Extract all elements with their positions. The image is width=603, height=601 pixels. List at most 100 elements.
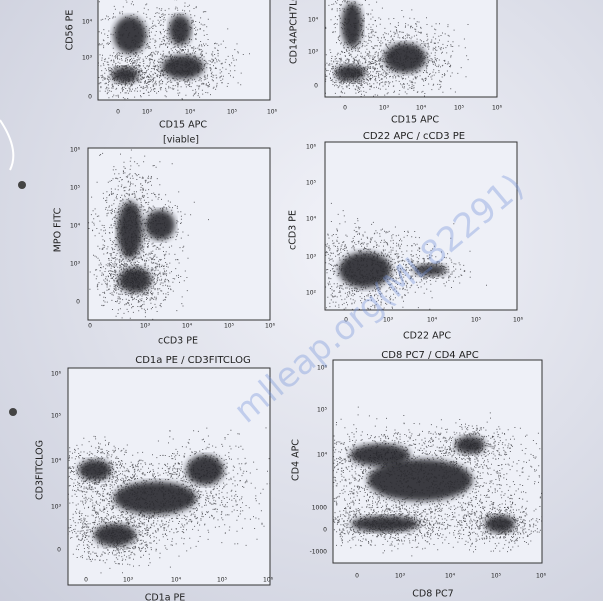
x-tick-label: 10⁶ [513, 317, 524, 324]
dot-cloud [68, 427, 270, 574]
x-tick-label: 10³ [142, 109, 153, 116]
y-tick-label: 10⁵ [306, 180, 317, 187]
x-tick-label: 10⁵ [491, 573, 502, 580]
flow-plot: 10⁴ 10³ 0 0 10³ 10⁴ 10⁵ 10⁶ CD15 APC CD14APCH7LOG [289, 0, 503, 126]
x-axis-label: cCD3 PE [158, 336, 198, 347]
dense-core [384, 43, 426, 73]
x-axis-label: CD15 APC [159, 120, 207, 131]
x-tick-label: 10⁴ [445, 573, 456, 580]
x-tick-label: 10⁴ [185, 109, 196, 116]
y-tick-label: 10⁴ [306, 216, 317, 223]
y-tick-label: 10⁶ [317, 365, 328, 372]
x-tick-label: 10⁴ [171, 577, 182, 584]
dot-cloud [98, 0, 250, 100]
y-axis-label: CD4 APC [291, 439, 302, 481]
y-axis-label: CD3FITCLOG [35, 440, 46, 500]
x-axis-label: CD15 APC [391, 115, 439, 126]
dot-cloud [333, 406, 542, 557]
plot-title: CD1a PE / CD3FITCLOG [135, 355, 251, 366]
x-tick-label: 10⁵ [227, 109, 238, 116]
y-tick-label: 0 [88, 94, 92, 101]
y-tick-label: 10⁶ [51, 371, 62, 378]
dense-core [168, 15, 192, 45]
x-tick-label: 10³ [379, 105, 390, 112]
event-dots [68, 494, 192, 574]
y-tick-label: 10⁵ [317, 407, 328, 414]
x-tick-label: 10⁶ [492, 105, 503, 112]
x-tick-label: 10³ [395, 573, 406, 580]
y-axis-label: MPO FITC [53, 207, 64, 252]
y-axis-label: CD14APCH7LOG [289, 0, 300, 64]
y-tick-label: 10⁴ [308, 17, 319, 24]
flow-plot: 10⁶ 10⁵ 10⁴ 10³ 0 0 10³ 10⁴ 10⁵ 10⁶ cCD3 PE MPO FIT… [53, 147, 276, 347]
x-tick-label: 10⁶ [263, 577, 274, 584]
string [0, 119, 15, 171]
x-axis-label: CD22 APC [403, 331, 451, 342]
x-tick-label: 0 [88, 323, 92, 330]
plot-note: [viable] [163, 135, 199, 146]
x-tick-label: 0 [84, 577, 88, 584]
dense-core [113, 16, 147, 54]
y-tick-label: 0 [314, 83, 318, 90]
x-tick-label: 10⁴ [182, 323, 193, 330]
dense-core [145, 210, 175, 240]
event-dots [89, 236, 188, 320]
event-dots [119, 178, 209, 273]
x-tick-label: 0 [343, 105, 347, 112]
y-tick-label: 10⁴ [317, 452, 328, 459]
event-dots [325, 202, 455, 310]
event-dots [88, 148, 173, 313]
x-tick-label: 10⁶ [536, 573, 547, 580]
dense-core [367, 459, 473, 501]
y-tick-label: 0 [57, 547, 61, 554]
y-tick-label: 10³ [308, 49, 319, 56]
dot-cloud [325, 0, 469, 97]
plot-title: CD8 PC7 / CD4 APC [381, 350, 478, 361]
y-tick-label: 10³ [306, 254, 317, 261]
event-dots [325, 46, 396, 97]
y-tick-label: -1000 [310, 549, 328, 556]
y-tick-label: 10⁴ [51, 458, 62, 465]
y-tick-label: 0 [76, 299, 80, 306]
x-tick-label: 10⁵ [217, 577, 228, 584]
event-dots [325, 0, 385, 87]
y-tick-label: 10⁶ [70, 147, 81, 154]
x-tick-label: 10³ [140, 323, 151, 330]
event-dots [68, 438, 270, 555]
x-tick-label: 10³ [383, 317, 394, 324]
plot-frame [87, 147, 271, 321]
dot-cloud [88, 148, 209, 320]
x-axis-label: CD1a PE [145, 593, 186, 601]
y-tick-label: 1000 [312, 505, 327, 512]
y-tick-label: 10⁵ [70, 185, 81, 192]
y-tick-label: 10³ [51, 504, 62, 511]
y-tick-label: 10⁵ [51, 413, 62, 420]
x-tick-label: 10⁵ [224, 323, 235, 330]
flow-plot: 10⁶ 10⁵ 10⁴ 10³ 10² 0 10³ 10⁴ 10⁵ 10⁶ CD22 APC cCD3… [288, 131, 524, 342]
x-tick-label: 10⁴ [416, 105, 427, 112]
x-tick-label: 0 [344, 317, 348, 324]
x-axis-label: CD8 PC7 [412, 589, 453, 600]
x-tick-label: 10⁴ [427, 317, 438, 324]
x-tick-label: 10⁶ [267, 109, 278, 116]
plot-title: CD22 APC / cCD3 PE [363, 131, 465, 142]
flow-plot: 10⁴ 10³ 0 0 10³ 10⁴ 10⁵ 10⁶ CD15 APC CD56 PE [viab… [65, 0, 278, 146]
punch-hole [9, 408, 17, 416]
y-axis-label: CD56 PE [65, 10, 76, 51]
x-tick-label: 0 [116, 109, 120, 116]
y-tick-label: 10³ [82, 55, 93, 62]
y-axis-label: cCD3 PE [288, 210, 299, 250]
x-tick-label: 10⁵ [471, 317, 482, 324]
y-tick-label: 10⁶ [306, 144, 317, 151]
punch-hole [18, 181, 26, 189]
dense-core [455, 436, 485, 454]
y-tick-label: 0 [323, 527, 327, 534]
x-tick-label: 0 [355, 573, 359, 580]
event-dots [98, 45, 174, 100]
dot-cloud [325, 202, 487, 310]
x-tick-label: 10³ [123, 577, 134, 584]
y-tick-label: 10³ [70, 261, 81, 268]
y-tick-label: 10² [306, 290, 317, 297]
flow-plot: 10⁶ 10⁵ 10⁴ 10³ 0 0 10³ 10⁴ 10⁵ 10⁶ CD1a PE CD3FITC… [35, 355, 274, 601]
